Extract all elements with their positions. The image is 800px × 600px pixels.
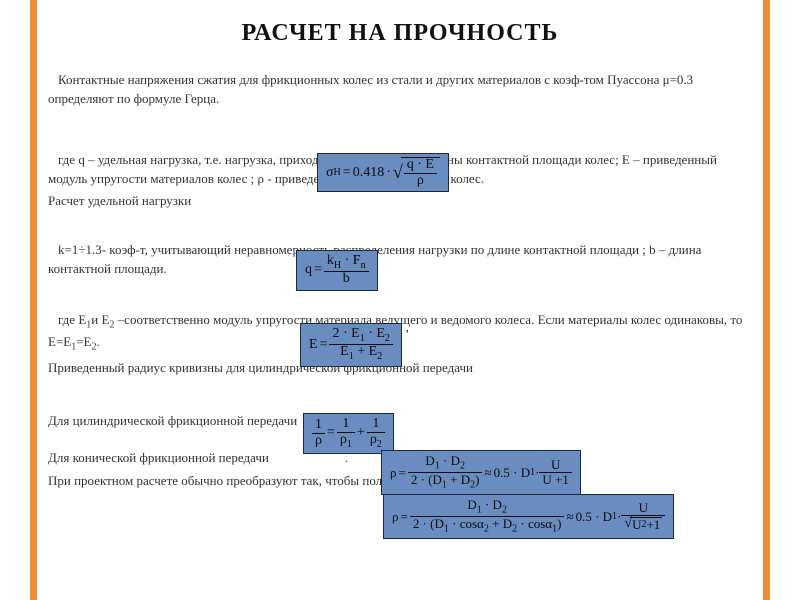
para-7: Для цилиндрической фрикционной передачи bbox=[48, 412, 752, 431]
formula-q: q= kH · Fnb bbox=[296, 250, 378, 291]
body-text: Контактные напряжения сжатия для фрикцио… bbox=[48, 71, 752, 494]
accent-bar-left bbox=[30, 0, 37, 600]
page-title: РАСЧЕТ НА ПРОЧНОСТЬ bbox=[48, 20, 752, 47]
formula-E: E= 2 · E1 · E2E1 + E2 , bbox=[300, 323, 402, 367]
formula-sigma-hertz: σH=0.418· √ q · Eρ bbox=[317, 153, 449, 192]
formula-rho-cone: ρ= D1 · D22 · (D1 · cosα2 + D2 · cosα1) … bbox=[383, 494, 674, 539]
formula-rho-inv: 1ρ = 1ρ1 + 1ρ2 bbox=[303, 413, 394, 454]
slide: РАСЧЕТ НА ПРОЧНОСТЬ Контактные напряжени… bbox=[0, 0, 800, 600]
content: РАСЧЕТ НА ПРОЧНОСТЬ Контактные напряжени… bbox=[48, 20, 752, 498]
para-1: Контактные напряжения сжатия для фрикцио… bbox=[48, 71, 752, 109]
para-3: Расчет удельной нагрузки bbox=[48, 192, 752, 211]
para-4: k=1÷1.3- коэф-т, учитывающий неравномерн… bbox=[48, 241, 752, 279]
accent-bar-right bbox=[763, 0, 770, 600]
formula-rho-cyl: ρ= D1 · D22 · (D1 + D2) ≈0.5 · D1 · UU +… bbox=[381, 450, 581, 495]
